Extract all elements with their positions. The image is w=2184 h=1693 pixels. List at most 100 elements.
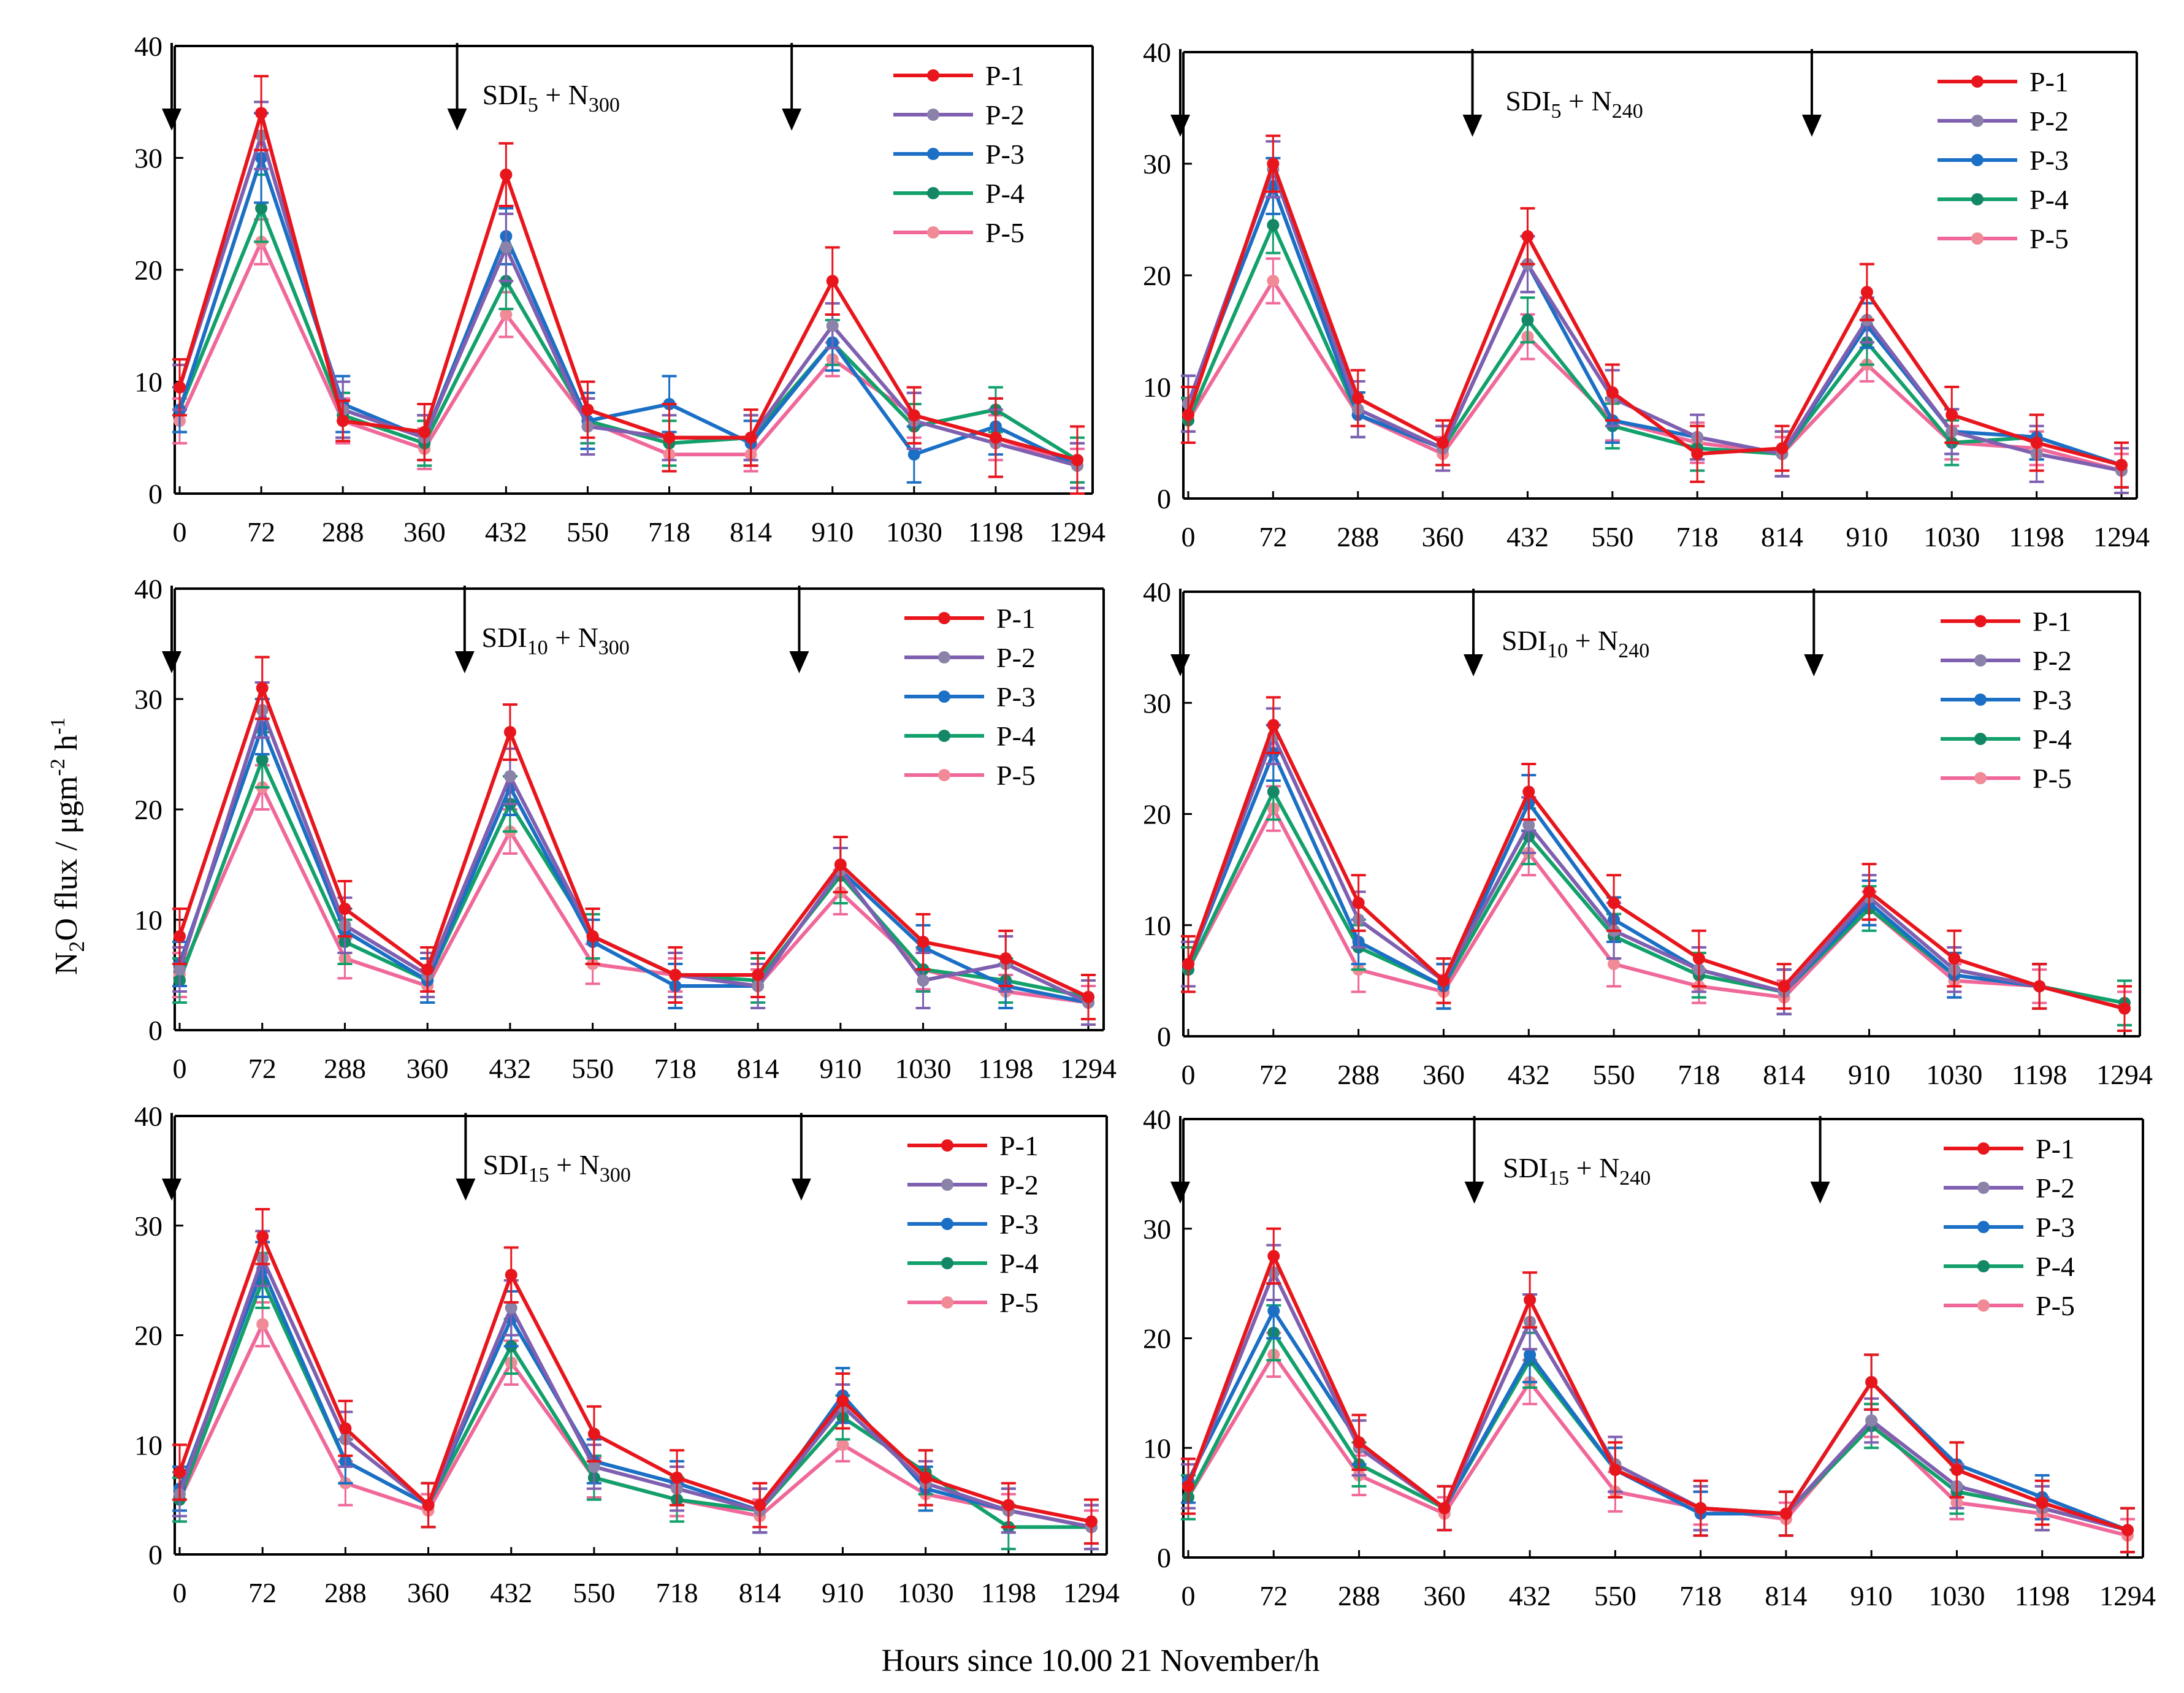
x-tick-label: 432 [1506, 521, 1549, 552]
data-point [1071, 454, 1083, 467]
x-tick-label: 718 [1676, 521, 1719, 552]
data-point [255, 107, 268, 120]
panel-title: SDI10 + N240 [1502, 625, 1649, 662]
legend-item-p-1: P-1 [893, 60, 1025, 91]
panel-title: SDI5 + N300 [483, 79, 620, 117]
data-point [1267, 219, 1280, 232]
series-p-3 [172, 1240, 1099, 1551]
data-point [586, 930, 599, 942]
series-line [1186, 723, 2125, 1011]
x-tick-label: 1294 [1060, 1053, 1117, 1084]
data-point [2115, 459, 2128, 472]
legend-marker [941, 1179, 953, 1191]
data-point [256, 754, 269, 766]
x-tick-label: 432 [489, 1053, 531, 1084]
legend-marker [1974, 772, 1987, 784]
data-point [1267, 1250, 1280, 1263]
x-tick-label: 1030 [1928, 1580, 1985, 1611]
data-point [2030, 437, 2043, 449]
title-n-sub: 240 [1618, 640, 1649, 662]
series-p-4 [1181, 762, 2132, 1026]
legend-label: P-1 [2036, 1133, 2075, 1164]
data-point [500, 241, 513, 254]
legend-marker [927, 148, 939, 160]
data-point [1437, 974, 1450, 987]
y-tick-label: 0 [1157, 1021, 1171, 1052]
data-point [1267, 158, 1280, 170]
title-sdi-sub: 5 [1551, 100, 1562, 123]
series-p-4 [172, 1252, 1099, 1551]
x-tick-label: 432 [1509, 1580, 1551, 1611]
legend-item-p-5: P-5 [1941, 763, 2072, 794]
series-line [178, 1234, 1092, 1524]
legend-item-p-5: P-5 [1938, 223, 2069, 254]
panel-5: 0 10 20 30 40 0 72 288 360 432 550 718 814 910 1030 119… [134, 1101, 1120, 1608]
legend-item-p-4: P-4 [1944, 1251, 2075, 1282]
x-tick-label: 360 [1422, 521, 1464, 552]
legend-marker [1977, 1142, 1990, 1155]
legend-label: P-5 [2036, 1290, 2075, 1321]
data-point [256, 1230, 269, 1243]
title-sdi: SDI [1505, 85, 1551, 117]
y-axis-label: N2O flux / μgm-2 h-1 [47, 717, 89, 975]
event-arrow [1464, 589, 1484, 676]
title-n: + N [1568, 625, 1618, 656]
series-line [1186, 751, 2125, 1011]
title-n-sub: 240 [1619, 1167, 1651, 1190]
data-point [422, 1499, 435, 1511]
y-label-sup-m2: -2 [47, 759, 69, 776]
series-p-3 [1181, 724, 2132, 1032]
legend-item-p-3: P-3 [1944, 1212, 2075, 1243]
x-tick-label: 432 [1508, 1059, 1550, 1090]
y-tick-label: 0 [148, 478, 162, 510]
legend-marker [941, 1296, 953, 1309]
x-tick-label: 0 [1182, 1059, 1196, 1090]
data-point [503, 770, 516, 782]
series-line [178, 1267, 1092, 1529]
data-point [669, 969, 682, 981]
series-line [1186, 790, 2125, 1005]
title-n-sub: 300 [598, 636, 630, 659]
data-point [255, 202, 268, 215]
x-tick-label: 550 [1594, 1580, 1636, 1611]
legend-label: P-4 [996, 720, 1036, 752]
legend-marker [927, 109, 939, 121]
series-line [178, 111, 1078, 462]
series-p-1 [172, 1207, 1099, 1545]
x-tick-label: 288 [324, 1577, 367, 1608]
data-point [1438, 1502, 1451, 1515]
data-point [587, 1461, 600, 1473]
x-tick-label: 72 [1259, 1059, 1288, 1090]
data-point [1524, 1348, 1537, 1361]
y-tick-label: 10 [1143, 1432, 1171, 1464]
event-arrow [162, 586, 181, 673]
data-point [1002, 1499, 1015, 1511]
y-tick-label: 20 [134, 1320, 162, 1351]
series-line [1186, 1353, 2128, 1538]
legend-marker [1974, 615, 1987, 627]
data-point [1865, 1414, 1878, 1427]
title-sdi: SDI [1502, 625, 1547, 656]
series-p-3 [1181, 1282, 2135, 1554]
x-tick-label: 910 [1848, 1059, 1890, 1090]
x-tick-label: 0 [173, 516, 187, 548]
data-point [826, 275, 839, 288]
event-arrow [1464, 1116, 1484, 1204]
data-point [500, 308, 513, 321]
y-label-h: h [49, 735, 84, 759]
data-point [907, 448, 920, 461]
x-tick-label: 360 [1422, 1059, 1465, 1090]
title-n: + N [1569, 1152, 1619, 1183]
x-tick-label: 910 [1846, 521, 1888, 552]
x-tick-label: 550 [571, 1053, 614, 1084]
y-label-o-flux: O flux / μgm [49, 776, 84, 941]
legend-marker [1974, 654, 1987, 667]
title-sdi: SDI [482, 622, 527, 653]
series-p-1 [172, 75, 1085, 495]
legend-label: P-3 [996, 681, 1036, 713]
panel-3: 0 10 20 30 40 0 72 288 360 432 550 718 814 910 1030 119… [134, 573, 1117, 1084]
x-tick-label: 1030 [1926, 1059, 1982, 1090]
x-tick-label: 718 [654, 1053, 697, 1084]
legend-label: P-4 [999, 1248, 1039, 1279]
series-line [178, 725, 1089, 1004]
